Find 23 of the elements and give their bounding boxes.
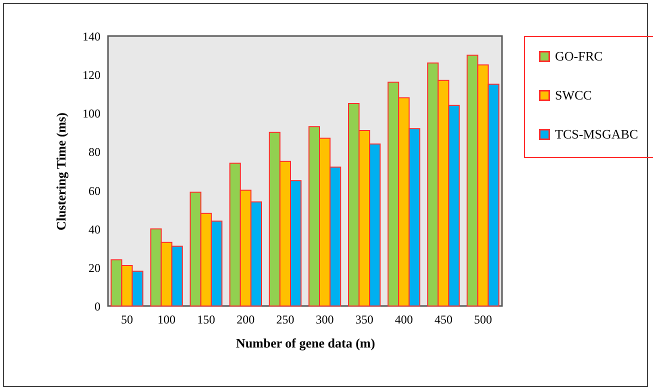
y-tick-label: 60	[88, 184, 100, 198]
x-tick-label: 250	[276, 312, 294, 326]
x-tick-label: 150	[197, 312, 216, 326]
x-tick-label: 450	[434, 312, 452, 326]
y-tick-label: 120	[82, 68, 100, 82]
x-tick-label: 100	[158, 312, 176, 326]
x-tick-label: 50	[120, 312, 133, 326]
x-tick-label: 350	[355, 312, 374, 326]
x-tick-label: 300	[316, 312, 334, 326]
x-axis-title: Number of gene data (m)	[236, 336, 376, 350]
y-tick-label: 140	[82, 30, 100, 44]
y-tick-label: 20	[88, 260, 100, 275]
legend-label: GO-FRC	[555, 48, 603, 64]
x-tick-label: 400	[394, 312, 413, 326]
x-tick-label: 200	[236, 312, 255, 326]
y-tick-label: 0	[94, 300, 100, 314]
y-tick-label: 80	[88, 145, 100, 160]
legend-label: TCS-MSGABC	[555, 126, 638, 142]
y-tick-label: 100	[82, 106, 100, 121]
y-axis-title: Clustering Time (ms)	[54, 112, 68, 230]
x-tick-label: 500	[474, 312, 492, 326]
y-tick-label: 40	[88, 222, 100, 236]
legend-label: SWCC	[555, 88, 592, 102]
